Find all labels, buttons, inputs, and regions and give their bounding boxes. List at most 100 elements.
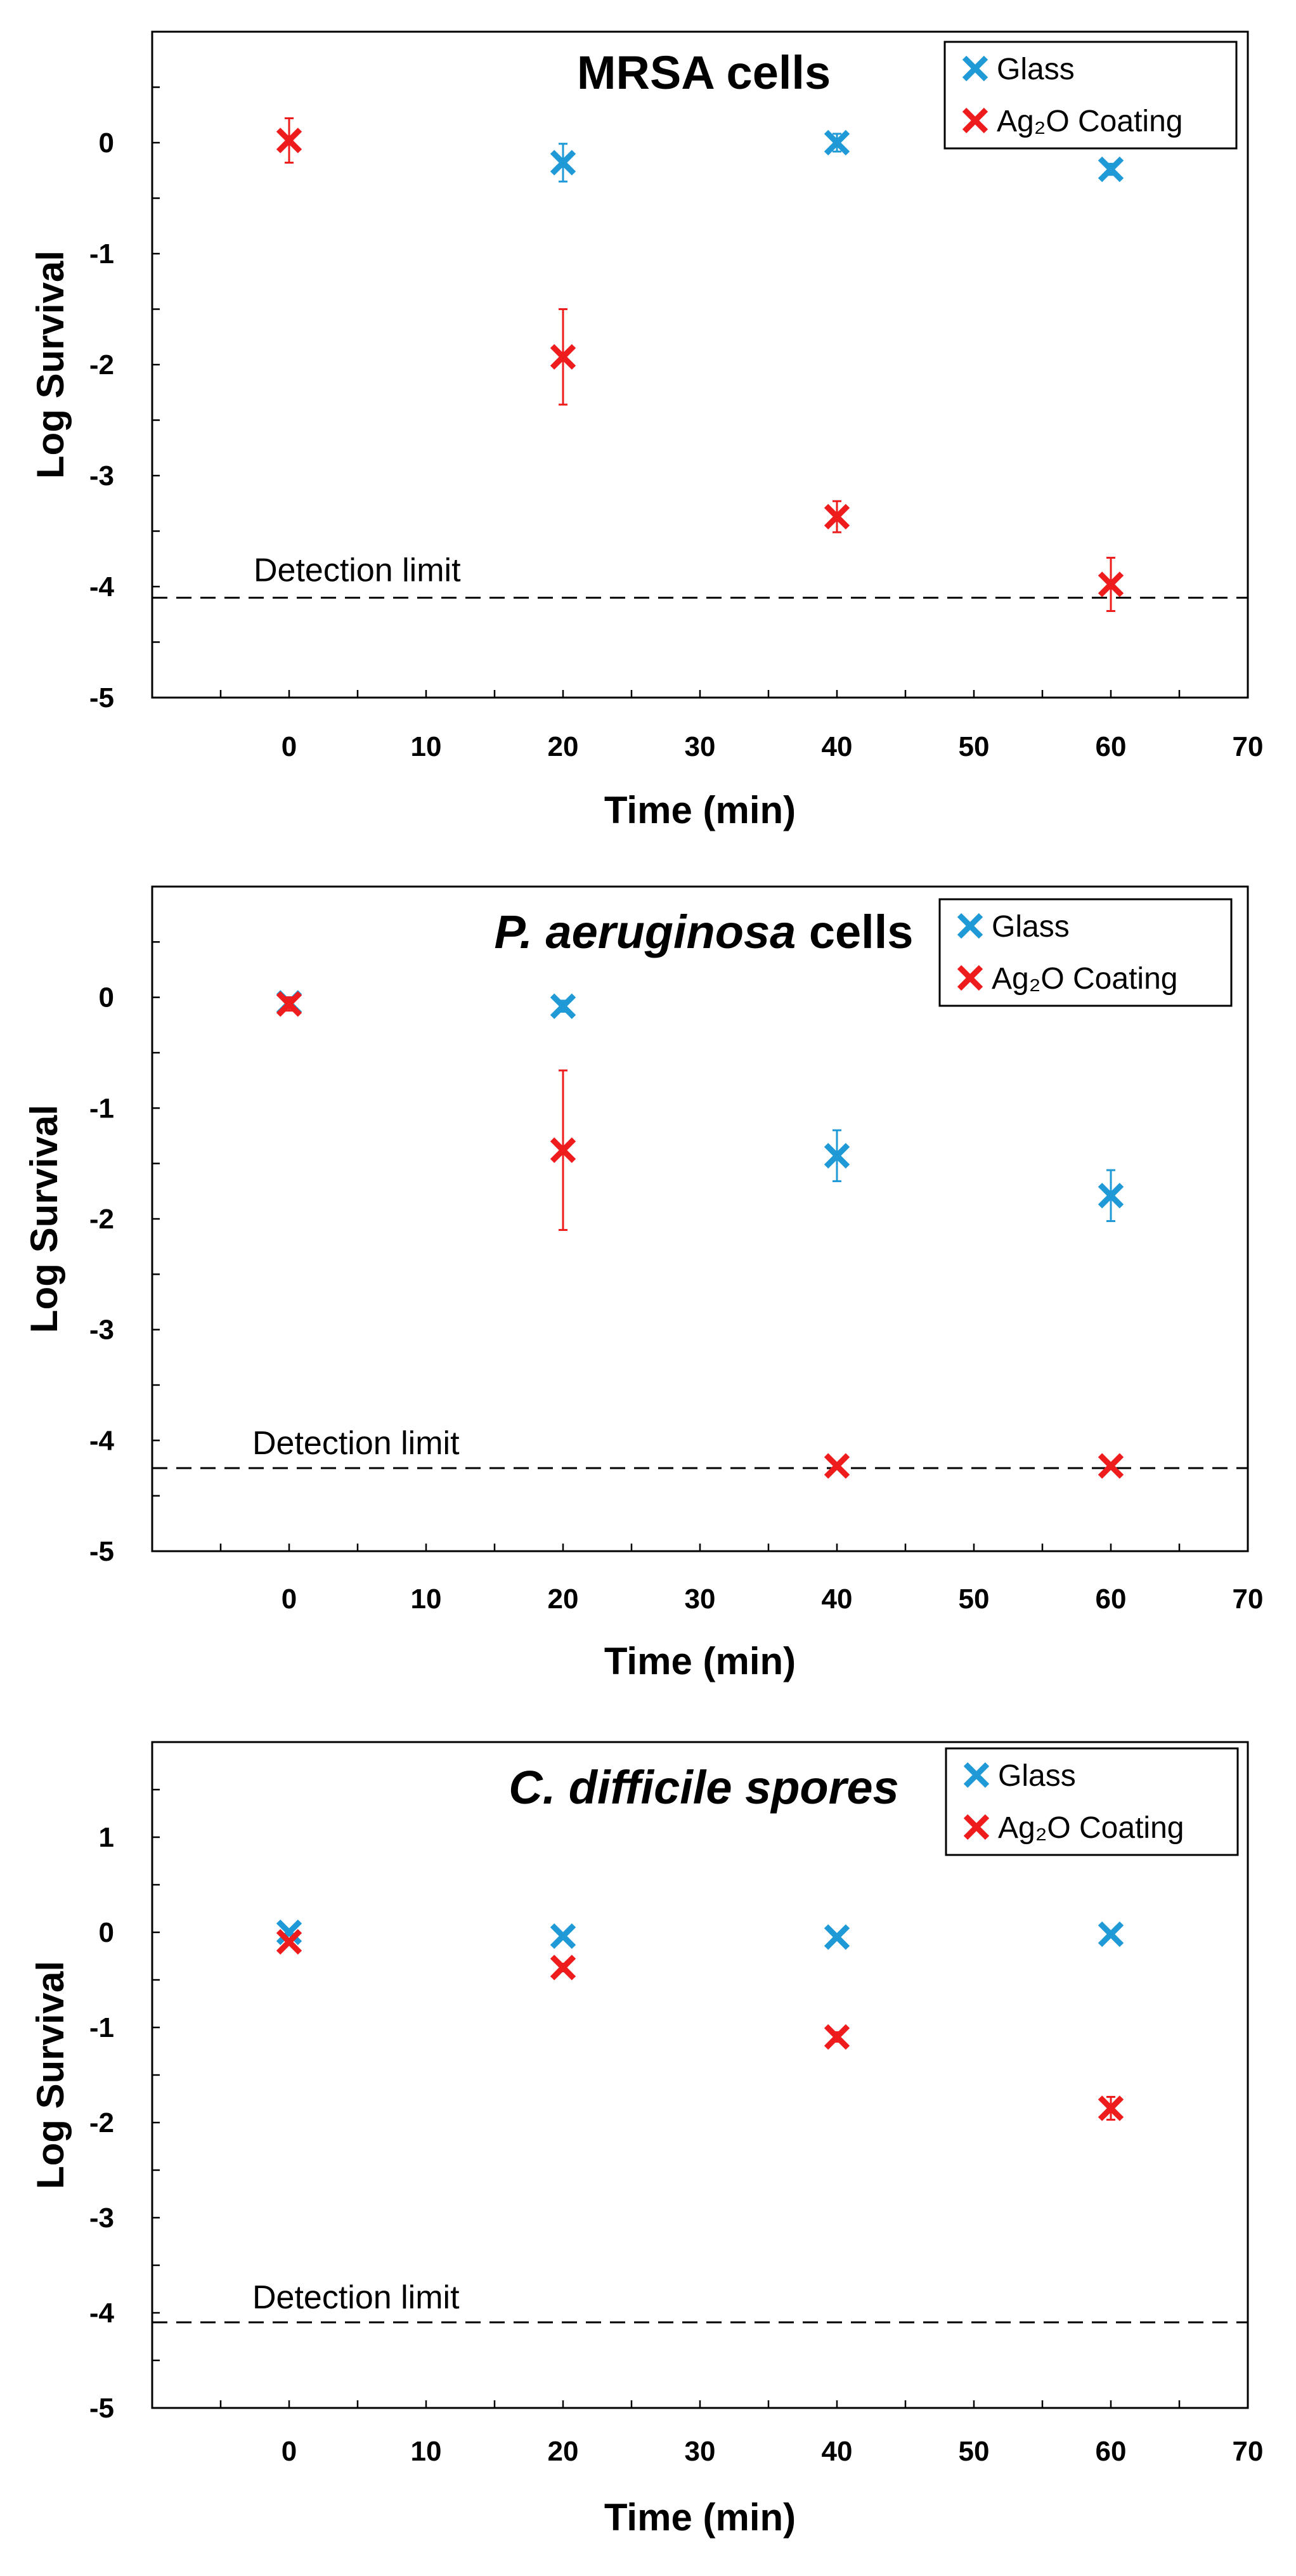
- y-tick-label: -4: [89, 1425, 115, 1456]
- legend-box: [943, 41, 1238, 150]
- series-ag2o-coating: [276, 991, 1124, 1479]
- data-point: [1098, 1921, 1124, 1948]
- legend-marker-icon: [963, 1762, 990, 1788]
- x-tick-label: 30: [685, 1584, 716, 1615]
- x-tick-label: 40: [822, 1584, 853, 1615]
- y-tick-label: 0: [99, 1917, 114, 1948]
- series-glass: [276, 1919, 1124, 1950]
- data-point-stroke-b: [550, 1955, 576, 1981]
- y-axis-label: Log Survival: [29, 1961, 72, 2189]
- legend: Glass Ag₂O Coating: [943, 41, 1238, 150]
- y-tick-label: -3: [89, 2202, 114, 2234]
- data-point-stroke-b: [276, 127, 302, 153]
- legend-box: [945, 1747, 1239, 1856]
- data-point-stroke-b: [276, 991, 302, 1017]
- data-point: [824, 1924, 850, 1950]
- data-point-stroke-b: [824, 1143, 850, 1169]
- legend-marker-icon-stroke-b: [963, 1814, 990, 1840]
- data-point-stroke-b: [550, 1923, 576, 1949]
- x-tick-label: 30: [685, 2436, 716, 2467]
- x-tick-label: 50: [959, 2436, 990, 2467]
- y-tick-label: -1: [89, 238, 114, 270]
- data-point-stroke-b: [824, 504, 850, 530]
- x-tick-label: 20: [548, 2436, 579, 2467]
- chart-panel-2: 0 10 20 30 40 50 60 70 0 -1 -2 -3 -4 -5 Time (min) Log …: [23, 885, 1263, 1682]
- x-axis-label: Time (min): [604, 789, 796, 831]
- legend-marker-icon: [957, 965, 983, 991]
- data-point: [1098, 2095, 1124, 2121]
- legend-marker-icon-stroke-b: [957, 965, 983, 991]
- data-point: [1098, 1453, 1124, 1479]
- legend-marker-icon-stroke-b: [962, 107, 988, 134]
- legend-marker-icon: [957, 913, 983, 939]
- series-glass: [276, 990, 1124, 1222]
- data-point-stroke-b: [1098, 571, 1124, 597]
- data-point: [550, 993, 576, 1019]
- legend: Glass Ag₂O Coating: [938, 898, 1233, 1007]
- series-ag2o-coating: [276, 117, 1124, 612]
- legend-label: Ag₂O Coating: [997, 105, 1183, 138]
- y-tick-label: -2: [89, 1204, 114, 1235]
- data-point-stroke-b: [824, 1453, 850, 1479]
- data-point: [550, 150, 576, 176]
- data-point-stroke-b: [1098, 156, 1124, 183]
- legend-label: Glass: [997, 53, 1075, 86]
- legend-marker-icon-stroke-b: [962, 55, 988, 82]
- y-axis-label: Log Survival: [29, 250, 72, 479]
- legend-label: Ag₂O Coating: [998, 1811, 1184, 1845]
- x-axis-label: Time (min): [604, 2496, 796, 2539]
- x-tick-label: 70: [1233, 2436, 1264, 2467]
- y-tick-label: 0: [99, 127, 114, 159]
- detection-limit-label: Detection limit: [252, 1425, 460, 1462]
- data-point: [276, 991, 302, 1017]
- series-ag2o-coating: [276, 1929, 1124, 2121]
- data-point-stroke-b: [550, 1137, 576, 1163]
- y-tick-label: -3: [89, 460, 114, 491]
- legend-marker-icon-stroke-b: [963, 1762, 990, 1788]
- y-axis-label: Log Survival: [23, 1105, 65, 1333]
- x-tick-label: 0: [282, 2436, 297, 2467]
- data-point: [550, 1923, 576, 1949]
- x-tick-label: 60: [1096, 731, 1127, 762]
- y-tick-label: -5: [89, 1536, 114, 1567]
- legend-label: Glass: [998, 1759, 1076, 1793]
- chart-title-italic: P. aeruginosa: [495, 906, 796, 958]
- data-point: [276, 127, 302, 153]
- data-point-stroke-b: [1098, 2095, 1124, 2121]
- y-tick-label: 1: [99, 1822, 114, 1853]
- y-tick-label: -1: [89, 1093, 114, 1124]
- legend-marker-icon: [962, 55, 988, 82]
- data-point-stroke-b: [824, 129, 850, 156]
- x-tick-label: 50: [959, 1584, 990, 1615]
- data-point: [550, 1955, 576, 1981]
- x-tick-label: 20: [548, 1584, 579, 1615]
- chart-title: C. difficile spores: [509, 1761, 899, 1814]
- x-tick-label: 30: [685, 731, 716, 762]
- y-tick-label: -5: [89, 682, 114, 713]
- data-point: [1098, 156, 1124, 183]
- data-point-stroke-b: [276, 1919, 302, 1946]
- data-point-stroke-b: [1098, 1453, 1124, 1479]
- y-tick-label: -2: [89, 349, 114, 381]
- data-point-stroke-b: [1098, 1921, 1124, 1948]
- x-tick-label: 70: [1233, 731, 1264, 762]
- chart-panel-1: 0 10 20 30 40 50 60 70 0 -1 -2 -3 -4 -5 Time (min) Log …: [29, 30, 1264, 831]
- legend-label: Glass: [992, 910, 1070, 944]
- x-tick-label: 40: [822, 731, 853, 762]
- data-point: [1098, 1183, 1124, 1209]
- data-point-stroke-b: [550, 150, 576, 176]
- legend-marker-icon: [962, 107, 988, 134]
- y-tick-label: -1: [89, 2012, 114, 2043]
- data-point-stroke-b: [824, 2024, 850, 2050]
- data-point: [824, 2024, 850, 2050]
- chart-title: MRSA cells: [577, 46, 831, 99]
- y-tick-label: -5: [89, 2393, 114, 2424]
- data-point-stroke-b: [1098, 1183, 1124, 1209]
- data-point-stroke-b: [824, 1924, 850, 1950]
- legend-marker-icon: [963, 1814, 990, 1840]
- data-point: [824, 1453, 850, 1479]
- legend-marker-icon-stroke-b: [957, 913, 983, 939]
- y-tick-label: -3: [89, 1315, 114, 1346]
